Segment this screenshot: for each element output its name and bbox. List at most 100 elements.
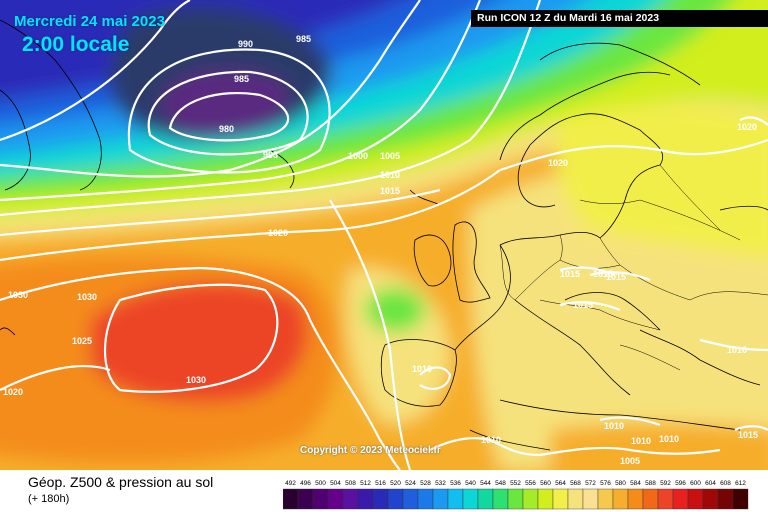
scale-swatch <box>702 488 719 510</box>
color-scale: 492 496 500 504 508 512 516 520 524 528 532 536 540 5… <box>283 480 749 510</box>
scale-swatch <box>432 488 449 510</box>
isobar-label: 1010 <box>727 345 747 355</box>
scale-label: 548 <box>495 480 506 487</box>
isobar-label: 1030 <box>186 375 206 385</box>
scale-swatch <box>447 488 464 510</box>
scale-swatch <box>492 488 509 510</box>
scale-swatch <box>732 488 749 510</box>
scale-label: 524 <box>405 480 416 487</box>
isobar-label: 1010 <box>412 364 432 374</box>
model-run-info: Run ICON 12 Z du Mardi 16 mai 2023 <box>471 10 768 27</box>
scale-label: 528 <box>420 480 431 487</box>
scale-swatch <box>537 488 554 510</box>
isobar-label: 980 <box>219 124 234 134</box>
scale-label: 508 <box>345 480 356 487</box>
isobar-label: 1000 <box>348 151 368 161</box>
scale-swatch <box>387 488 404 510</box>
scale-swatch <box>462 488 479 510</box>
scale-label: 516 <box>375 480 386 487</box>
scale-label: 580 <box>615 480 626 487</box>
scale-label: 520 <box>390 480 401 487</box>
scale-swatch <box>297 488 314 510</box>
scale-swatch <box>612 488 629 510</box>
copyright-notice: Copyright © 2023 Meteociel.fr <box>300 445 441 456</box>
scale-swatch <box>417 488 434 510</box>
lead-time: (+ 180h) <box>28 493 70 505</box>
scale-swatch <box>507 488 524 510</box>
isobar-label: 985 <box>234 74 249 84</box>
isobar-label: 1015 <box>380 186 400 196</box>
scale-label: 500 <box>315 480 326 487</box>
scale-swatch <box>657 488 674 510</box>
isobar-label: 1020 <box>3 387 23 397</box>
scale-swatch <box>283 488 299 510</box>
scale-swatch <box>597 488 614 510</box>
isobar-label: 1005 <box>620 456 640 466</box>
scale-label: 492 <box>285 480 296 487</box>
scale-label: 604 <box>705 480 716 487</box>
geopotential-field <box>0 0 768 470</box>
scale-swatch <box>687 488 704 510</box>
forecast-map: 990 985 985 980 995 1000 1005 1010 1015 … <box>0 0 768 470</box>
scale-label: 540 <box>465 480 476 487</box>
isobar-label: 1005 <box>380 151 400 161</box>
scale-swatch <box>567 488 584 510</box>
scale-swatch <box>717 488 734 510</box>
scale-swatch <box>402 488 419 510</box>
isobar-label: 1025 <box>72 336 92 346</box>
scale-label: 564 <box>555 480 566 487</box>
scale-swatch <box>477 488 494 510</box>
isobar-label: 1010 <box>631 436 651 446</box>
isobar-label: 1020 <box>548 158 568 168</box>
scale-label: 568 <box>570 480 581 487</box>
borders <box>499 164 768 371</box>
scale-label: 496 <box>300 480 311 487</box>
scale-swatch <box>327 488 344 510</box>
isobar-label: 985 <box>296 34 311 44</box>
scale-label: 588 <box>645 480 656 487</box>
scale-label: 512 <box>360 480 371 487</box>
scale-label: 560 <box>540 480 551 487</box>
forecast-time: 2:00 locale <box>22 33 130 56</box>
isobar-lines <box>0 0 768 470</box>
isobar-label: 990 <box>238 39 253 49</box>
scale-swatch <box>372 488 389 510</box>
scale-label: 504 <box>330 480 341 487</box>
scale-label: 532 <box>435 480 446 487</box>
isobar-label: 1020 <box>737 122 757 132</box>
scale-swatch <box>642 488 659 510</box>
isobar-label: 1015 <box>738 430 758 440</box>
scale-label: 596 <box>675 480 686 487</box>
isobar-label: 1030 <box>8 290 28 300</box>
scale-label: 584 <box>630 480 641 487</box>
scale-label: 572 <box>585 480 596 487</box>
isobar-label: 1010 <box>659 434 679 444</box>
isobar-label: 1020 <box>268 228 288 238</box>
scale-swatch <box>342 488 359 510</box>
scale-swatch <box>552 488 569 510</box>
isobar-label: 1010 <box>604 421 624 431</box>
scale-swatch <box>582 488 599 510</box>
scale-swatch <box>672 488 689 510</box>
scale-label: 552 <box>510 480 521 487</box>
isobar-label: 1010 <box>481 435 501 445</box>
scale-label: 592 <box>660 480 671 487</box>
scale-label: 556 <box>525 480 536 487</box>
scale-label: 544 <box>480 480 491 487</box>
isobar-label: 1015 <box>606 272 626 282</box>
scale-label: 600 <box>690 480 701 487</box>
coastlines <box>0 19 768 451</box>
scale-swatch <box>312 488 329 510</box>
product-title: Géop. Z500 & pression au sol <box>28 474 214 490</box>
scale-swatch <box>522 488 539 510</box>
isobar-label: 1030 <box>77 292 97 302</box>
isobar-labels: 990 985 985 980 995 1000 1005 1010 1015 … <box>3 34 758 466</box>
scale-label: 576 <box>600 480 611 487</box>
isobar-label: 995 <box>263 150 278 160</box>
forecast-date: Mercredi 24 mai 2023 <box>14 13 165 30</box>
legend-footer: Géop. Z500 & pression au sol (+ 180h) 49… <box>0 470 768 512</box>
isobar-label: 1015 <box>573 300 593 310</box>
scale-label: 612 <box>735 480 746 487</box>
scale-swatch <box>357 488 374 510</box>
